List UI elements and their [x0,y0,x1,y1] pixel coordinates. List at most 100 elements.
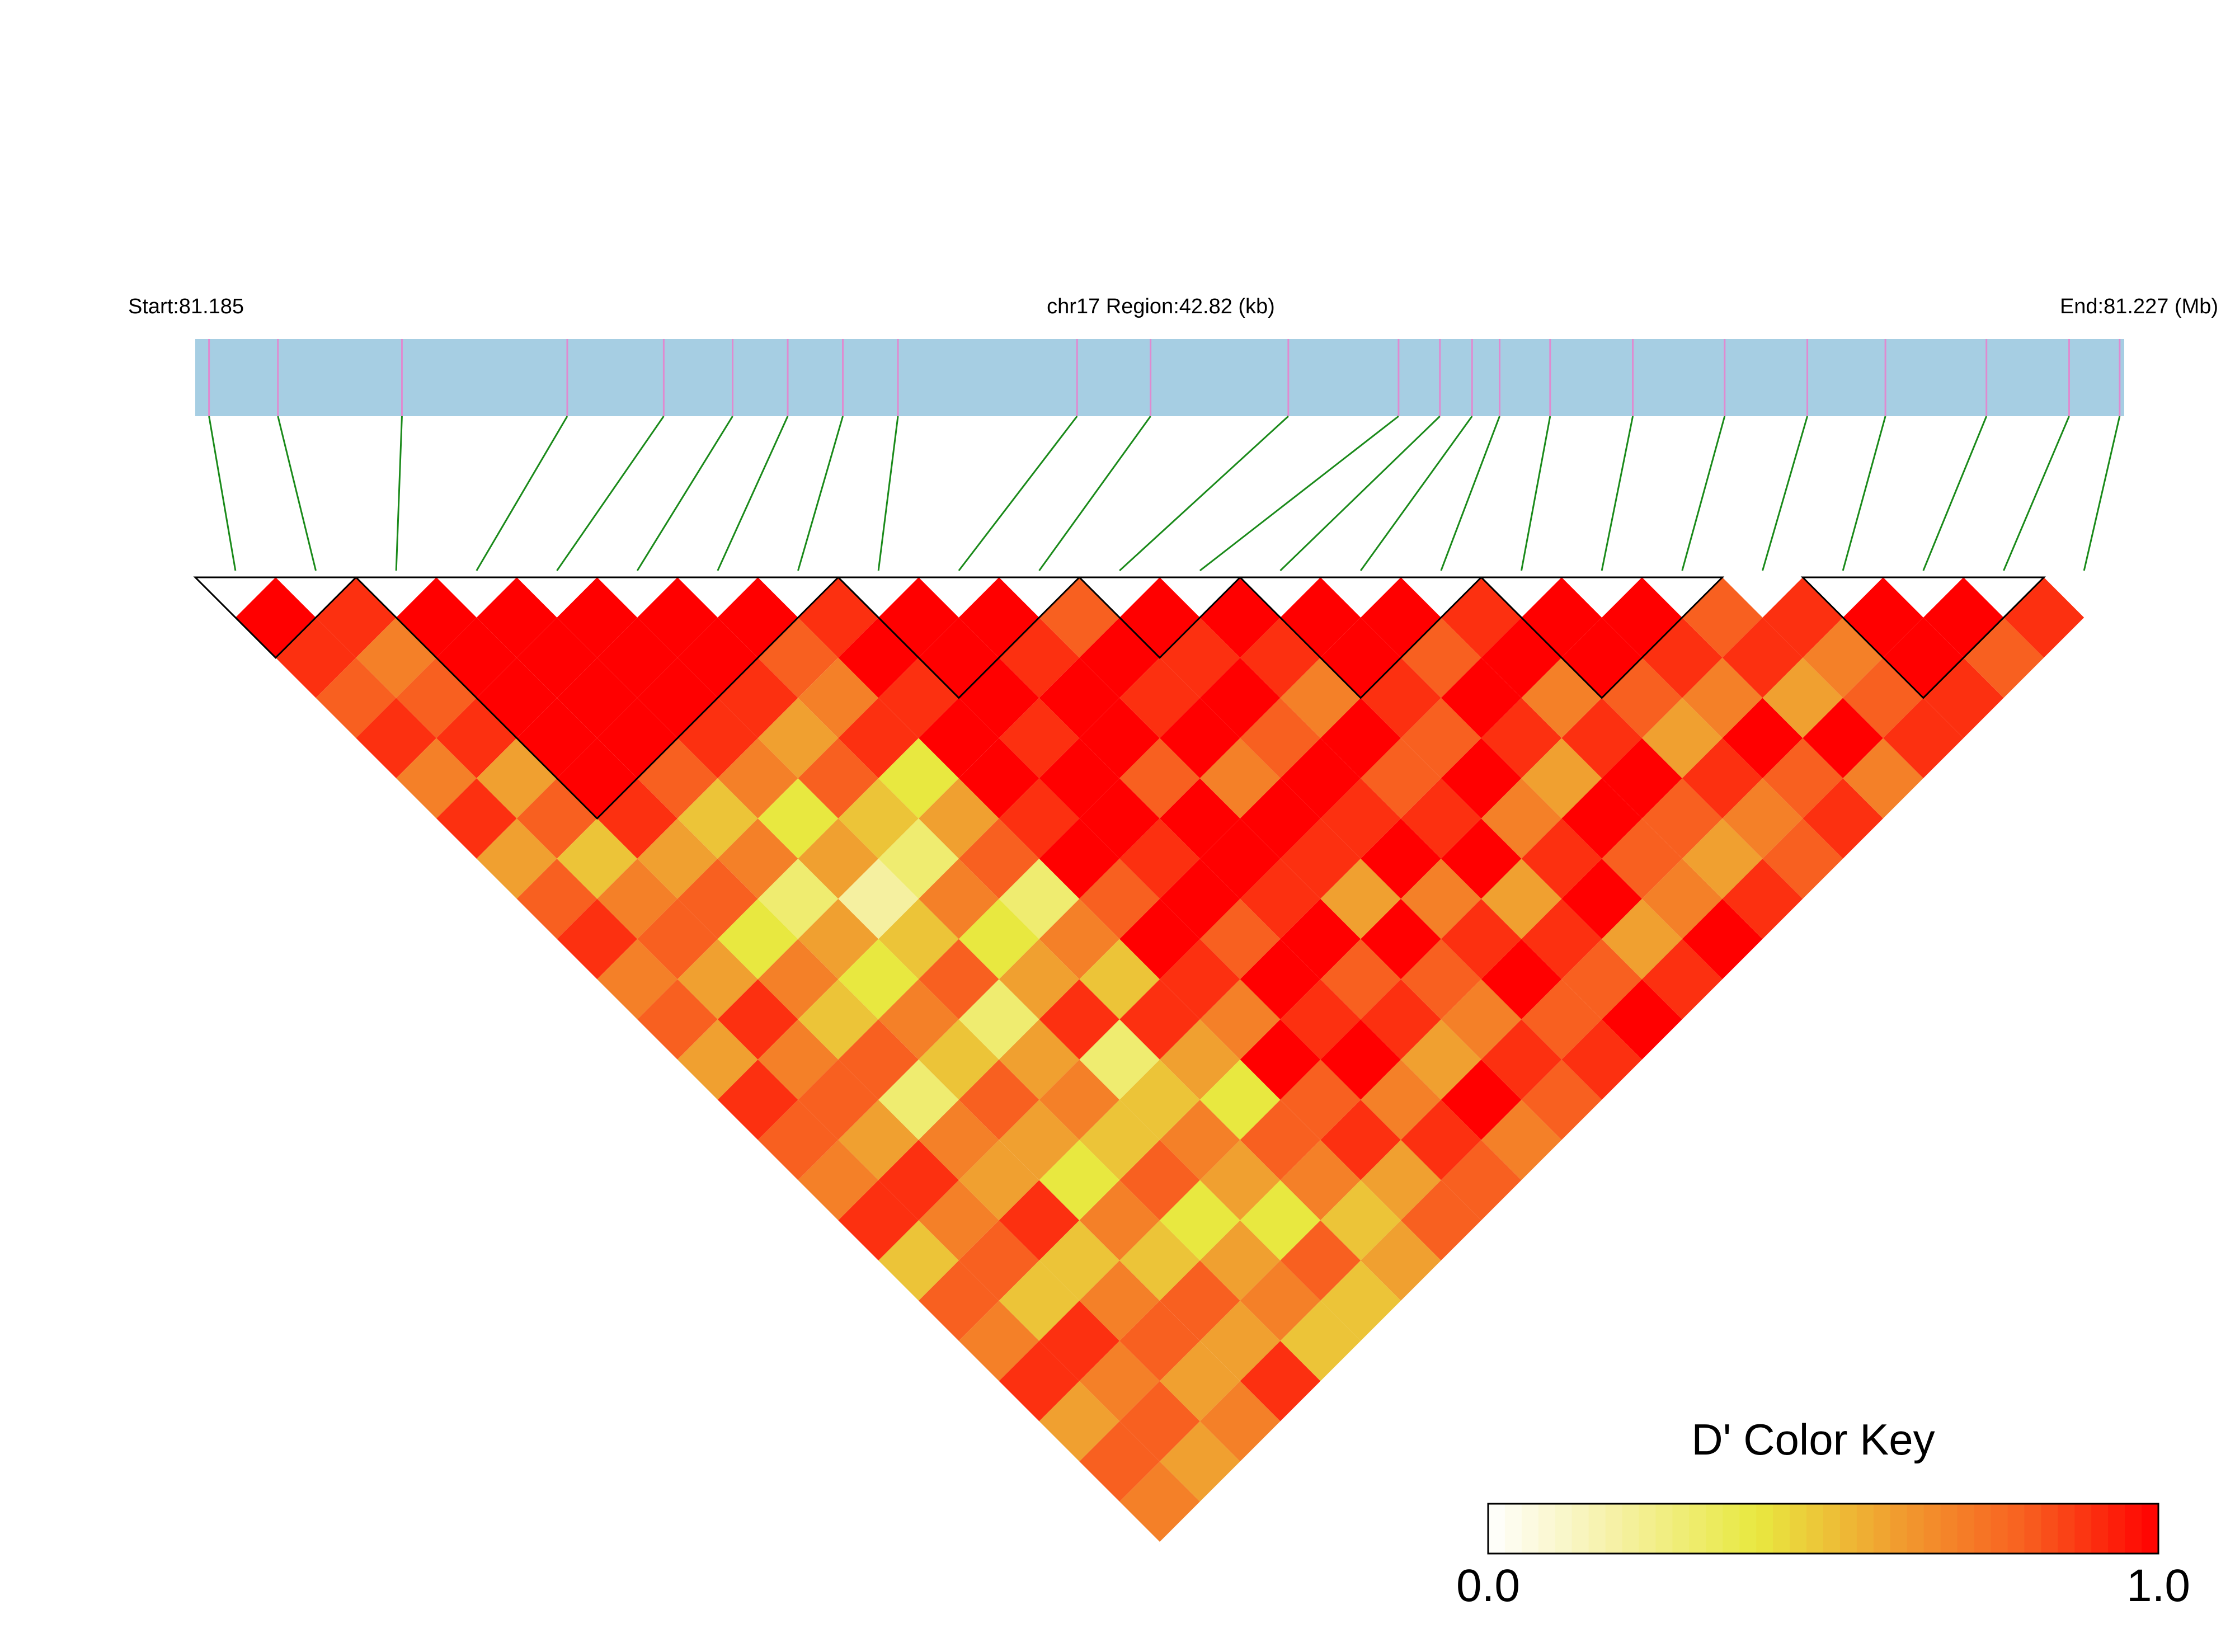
ld-cell [878,1140,959,1221]
ld-cell [1199,1060,1281,1140]
snp-link [958,416,1078,571]
ld-cell [1119,738,1200,818]
ld-cell [1079,617,1160,698]
ld-cell [597,617,677,698]
ld-cell [1481,778,1562,859]
ld-cell [1320,1180,1401,1261]
ld-cell [1199,818,1281,899]
ld-cell [878,738,959,818]
ld-cell [838,778,919,859]
color-key-label: 1.0 [2126,1560,2190,1611]
ld-cell [958,577,1039,658]
ld-cell [999,858,1080,939]
ld-cell [1199,1301,1281,1381]
ld-cell [958,898,1039,980]
ld-cell [1119,1461,1200,1542]
ld-cell [999,778,1080,859]
ld-cell [1199,738,1281,818]
color-key-swatch [1839,1504,1857,1554]
ld-cell [1481,858,1562,939]
snp-link [797,416,844,571]
ld-cell [919,778,999,859]
ld-cell [958,1140,1039,1221]
color-key-swatch [1957,1504,1975,1554]
ld-cell [1079,698,1160,779]
ld-cell [999,617,1080,698]
snp-link [1762,416,1808,571]
ld-cell [878,979,959,1060]
ld-cell [1843,738,1923,818]
ld-cell [1160,778,1240,859]
color-key-swatch [2041,1504,2059,1554]
color-key-swatch [1756,1504,1774,1554]
ld-cell [1682,657,1763,738]
ld-cell [1441,979,1522,1060]
color-key-swatch [1571,1504,1589,1554]
snp-link [395,416,403,571]
ld-cell [999,1180,1080,1261]
ld-cell [516,858,597,939]
ld-cell [717,577,798,658]
color-key-frame [1487,1503,2159,1555]
ld-cell [1682,898,1763,980]
ld-cell [1361,979,1441,1060]
ld-cell [316,657,397,738]
ld-cell [516,778,597,859]
ld-cell [757,858,839,939]
ld-cell [1320,1099,1401,1180]
color-key-swatch [2074,1504,2092,1554]
ld-cell [1361,1220,1441,1301]
ld-cell [1521,1060,1602,1140]
ld-cell [1119,657,1200,738]
ld-cell [1280,898,1361,980]
ld-cell [999,698,1080,779]
color-key-swatch [1706,1504,1724,1554]
ld-cell [1119,818,1200,899]
ld-block [1479,576,1725,699]
ld-cell [958,1060,1039,1140]
ld-cell [1561,1019,1642,1100]
color-key-swatch [2142,1504,2159,1554]
color-key-swatch [1521,1504,1539,1554]
ld-cell [1762,818,1843,899]
color-key-swatch [1907,1504,1925,1554]
ld-cell [1722,698,1803,779]
ld-cell [597,778,677,859]
color-key-swatch [1790,1504,1808,1554]
ld-cell [1481,698,1562,779]
ld-cell [878,1220,959,1301]
ld-cell [637,577,718,658]
ld-cell [677,1019,758,1100]
snp-link [1279,415,1441,572]
ld-cell [1441,818,1522,899]
ld-cell [717,979,798,1060]
ld-cell [1883,698,1964,779]
ld-cell [557,657,638,738]
ld-block [1077,576,1243,659]
ld-cell [757,698,839,779]
ld-cell [838,1180,919,1261]
ld-cell [476,577,557,658]
color-key-label: 0.0 [1456,1560,1520,1611]
ld-cell [1199,1381,1281,1462]
snp-link [208,416,237,571]
snp-link [1359,416,1473,571]
ld-cell [1280,1301,1361,1381]
color-key-swatch [1588,1504,1606,1554]
ld-cell [838,617,919,698]
ld-cell [1119,1140,1200,1221]
end-label: End:81.227 (Mb) [2060,295,2218,318]
ld-cell [878,818,959,899]
color-key-swatch [1639,1504,1657,1554]
ld-cell [1361,818,1441,899]
ld-cell [1561,778,1642,859]
color-key-swatch [1555,1504,1573,1554]
ld-cell [597,698,677,779]
ld-cell [1682,738,1763,818]
ld-cell [1199,657,1281,738]
color-key-swatch [1890,1504,1908,1554]
ld-cell [1199,979,1281,1060]
color-key-swatch [1672,1504,1690,1554]
ld-cell [838,939,919,1020]
